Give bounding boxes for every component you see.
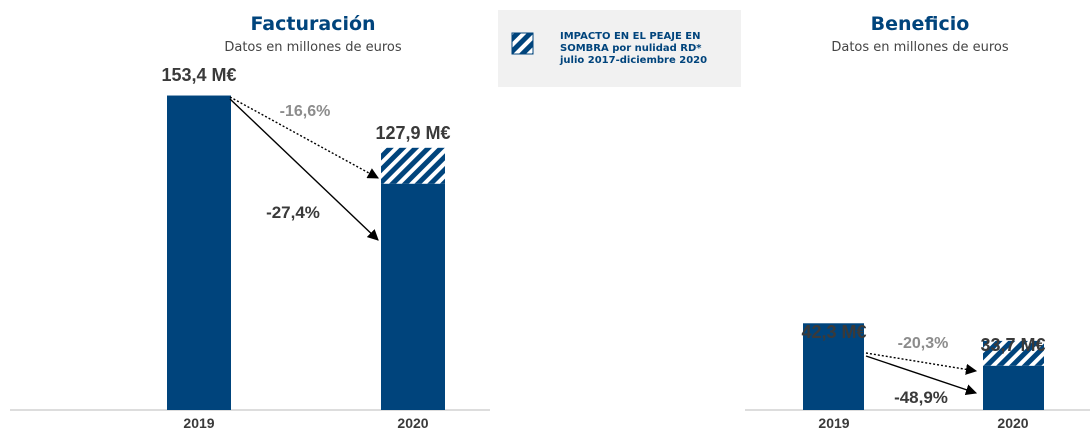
chart-facturacion-bar-2020-solid-segment <box>381 183 445 410</box>
chart-beneficio-tick-2019: 2019 <box>818 415 849 430</box>
legend: IMPACTO EN EL PEAJE EN SOMBRA por nulida… <box>498 10 741 87</box>
chart-beneficio-pct-dotted: -20,3% <box>898 335 949 352</box>
chart-facturacion: Facturación Datos en millones de euros 1… <box>10 13 490 430</box>
chart-facturacion-value-label-2020: 127,9 M€ <box>375 123 450 143</box>
chart-facturacion-subtitle: Datos en millones de euros <box>224 40 402 55</box>
chart-facturacion-dotted-arrow <box>229 96 379 179</box>
chart-facturacion-value-label-2019: 153,4 M€ <box>161 65 236 85</box>
chart-beneficio-pct-solid: -48,9% <box>894 388 948 407</box>
legend-background <box>498 10 741 87</box>
chart-beneficio: Beneficio Datos en millones de euros 42,… <box>745 13 1090 430</box>
chart-beneficio-value-label-2020: 33,7 M€ <box>980 335 1045 355</box>
chart-beneficio-solid-arrow <box>865 355 978 396</box>
chart-beneficio-title: Beneficio <box>871 13 970 35</box>
chart-beneficio-bar-2020-solid-segment <box>983 365 1044 410</box>
legend-line-1: IMPACTO EN EL PEAJE EN <box>560 31 700 42</box>
chart-facturacion-tick-2020: 2020 <box>397 415 428 430</box>
chart-beneficio-subtitle: Datos en millones de euros <box>831 40 1009 55</box>
chart-facturacion-marks <box>167 95 445 410</box>
legend-hatch-swatch-icon <box>511 32 534 55</box>
chart-beneficio-tick-2020: 2020 <box>997 415 1028 430</box>
chart-facturacion-pct-solid: -27,4% <box>266 203 320 222</box>
chart-beneficio-value-label-2019: 42,3 M€ <box>801 322 866 342</box>
chart-beneficio-marks <box>803 323 1044 410</box>
legend-line-2: SOMBRA por nulidad RD* <box>560 43 702 54</box>
chart-facturacion-pct-dotted: -16,6% <box>280 103 331 120</box>
chart-facturacion-solid-arrow <box>229 98 379 241</box>
chart-facturacion-bar-2019-solid-segment <box>167 95 231 410</box>
chart-beneficio-dotted-arrow <box>865 352 978 375</box>
chart-beneficio-bar-2020-hatched-segment <box>983 340 1044 366</box>
legend-line-3: julio 2017-diciembre 2020 <box>559 55 707 66</box>
chart-facturacion-bar-2020-hatched-segment <box>381 147 445 184</box>
chart-beneficio-bar-2019-solid-segment <box>803 323 864 410</box>
chart-facturacion-tick-2019: 2019 <box>183 415 214 430</box>
chart-facturacion-title: Facturación <box>250 13 375 35</box>
